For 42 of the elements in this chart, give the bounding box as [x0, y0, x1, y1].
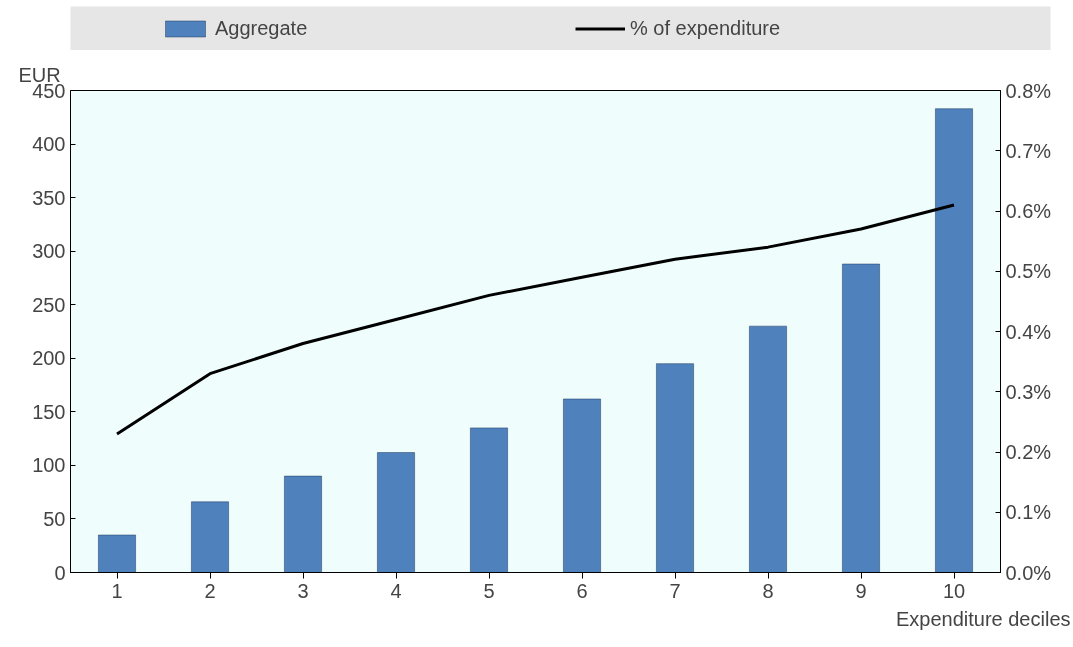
y-tick-label: 350 [32, 186, 66, 209]
bar [191, 501, 229, 573]
y2-tick-label: 0.3% [1005, 380, 1052, 403]
x-tick-label: 8 [762, 579, 774, 602]
y2-tick-label: 0.5% [1005, 260, 1052, 283]
x-tick-label: 5 [483, 579, 495, 602]
bar [749, 325, 787, 573]
y-tick-label: 250 [32, 293, 66, 316]
y-tick-label: 150 [32, 400, 66, 423]
bar [284, 475, 322, 573]
y-tick-label: 300 [32, 240, 66, 263]
y2-tick-label: 0.4% [1005, 320, 1052, 343]
x-tick-label: 2 [204, 579, 216, 602]
x-axis-title: Expenditure deciles [895, 607, 1071, 630]
x-tick-label: 6 [576, 579, 588, 602]
y-tick-label: 100 [32, 454, 66, 477]
x-tick-label: 3 [297, 579, 309, 602]
bar [377, 452, 415, 573]
x-tick-label: 4 [390, 579, 402, 602]
bar [935, 108, 973, 573]
bar [842, 263, 880, 573]
y-tick-label: 400 [32, 133, 66, 156]
y-tick-label: 0 [54, 561, 66, 584]
y2-tick-label: 0.8% [1005, 79, 1052, 102]
bar [470, 427, 508, 573]
y2-tick-label: 0.2% [1005, 441, 1052, 463]
x-tick-label: 7 [669, 579, 681, 602]
legend-label: Aggregate [215, 16, 309, 40]
y2-tick-label: 0.7% [1005, 139, 1052, 162]
y2-tick-label: 0.6% [1005, 200, 1052, 222]
x-tick-label: 1 [111, 579, 123, 602]
bar [563, 398, 601, 573]
bar [98, 534, 136, 573]
x-tick-label: 9 [855, 579, 867, 602]
bar [656, 363, 694, 573]
y2-tick-label: 0.1% [1005, 501, 1052, 524]
legend-label: % of expenditure [630, 16, 782, 40]
y2-tick-label: 0.0% [1005, 561, 1052, 584]
x-tick-label: 10 [942, 579, 966, 602]
y-tick-label: 200 [32, 347, 66, 370]
line-series [115, 203, 956, 436]
y-tick-label: 50 [43, 507, 66, 530]
